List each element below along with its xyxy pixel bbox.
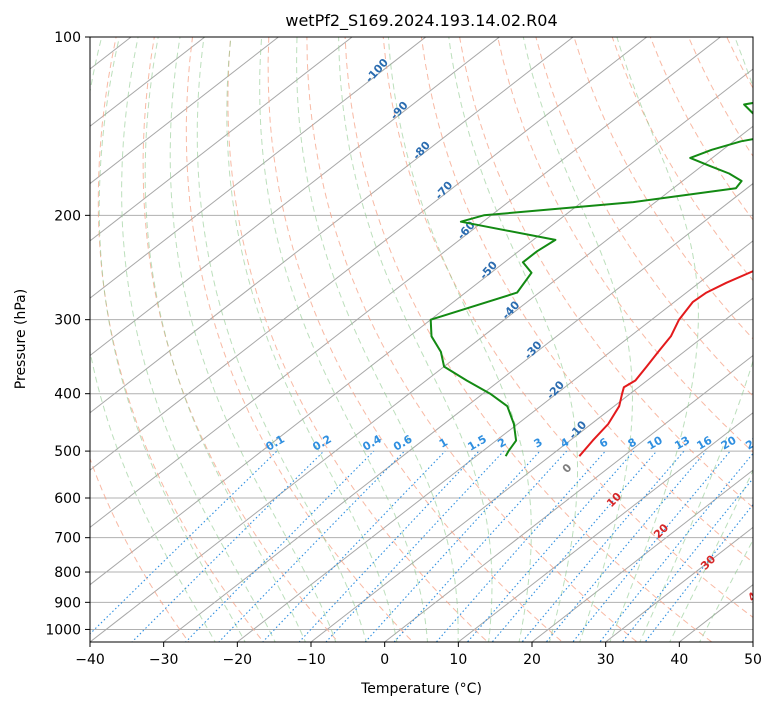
moist-adiabat-line xyxy=(196,37,367,642)
dry-adiabat-line xyxy=(227,37,489,642)
dry-adiabat-line xyxy=(267,37,564,642)
moist-adiabat-line xyxy=(609,37,699,642)
mixing-ratio-line xyxy=(393,450,568,642)
y-tick-label: 1000 xyxy=(45,622,81,638)
y-axis-ticks: 100 200 300 400 500 600 700 800 900 1000 xyxy=(45,30,90,638)
isotherm-line xyxy=(90,125,753,642)
dry-adiabat-line xyxy=(306,37,638,642)
mixing-ratio-label: 25 xyxy=(743,434,763,453)
isotherm-line xyxy=(162,182,753,642)
mixing-ratio-line xyxy=(90,450,278,635)
x-tick-label: 10 xyxy=(449,652,467,668)
mixing-ratio-line xyxy=(466,450,635,642)
isotherm-line xyxy=(90,37,280,185)
x-tick-label: −10 xyxy=(296,652,326,668)
moist-adiabat-line xyxy=(259,37,429,642)
x-tick-label: 0 xyxy=(380,652,389,668)
y-tick-label: 200 xyxy=(54,208,81,224)
y-tick-label: 300 xyxy=(54,313,81,329)
dry-adiabat-line xyxy=(497,37,753,453)
moist-adiabat-line xyxy=(121,37,276,642)
y-tick-label: 100 xyxy=(54,30,81,46)
grid-layer xyxy=(90,37,753,630)
isotherm-line xyxy=(90,37,501,357)
moist-adiabat-line xyxy=(144,37,306,642)
x-axis-label: Temperature (°C) xyxy=(360,681,482,697)
isotherm-line xyxy=(90,37,427,299)
isotherm-line xyxy=(457,412,753,642)
skewed-reference-lines xyxy=(90,37,753,642)
plot-frame xyxy=(89,36,754,643)
y-tick-label: 600 xyxy=(54,491,81,507)
y-tick-label: 500 xyxy=(54,444,81,460)
isotherm-line xyxy=(90,37,574,414)
moist-adiabat-line xyxy=(448,37,578,642)
isotherm-line xyxy=(90,37,353,242)
y-tick-label: 400 xyxy=(54,387,81,403)
mixing-ratio-line xyxy=(599,452,753,642)
x-axis-ticks: −40 −30 −20 −10 0 10 20 30 40 50 xyxy=(75,642,762,668)
moist-adiabat-line xyxy=(98,37,246,642)
x-tick-label: 50 xyxy=(744,652,762,668)
isotherm-line xyxy=(236,240,753,642)
mixing-ratio-line xyxy=(491,450,658,642)
mixing-ratio-line xyxy=(298,450,480,642)
dry-adiabat-line xyxy=(185,37,414,642)
y-tick-label: 900 xyxy=(54,595,81,611)
isotherm-line xyxy=(90,68,753,586)
x-tick-label: −30 xyxy=(149,652,179,668)
moist-adiabat-line xyxy=(639,37,753,642)
isotherm-line xyxy=(90,37,648,471)
profile-lines xyxy=(429,101,753,457)
moist-adiabat-line xyxy=(669,469,753,642)
mixing-ratio-line xyxy=(325,450,505,642)
moist-adiabat-line xyxy=(522,37,634,642)
mixing-ratio-line xyxy=(131,450,325,642)
x-tick-label: −20 xyxy=(223,652,253,668)
y-axis-label: Pressure (hPa) xyxy=(13,289,29,389)
x-tick-label: 40 xyxy=(670,652,688,668)
dry-adiabat-line xyxy=(535,37,753,397)
moist-adiabat-line xyxy=(387,37,532,642)
moist-adiabat-label: 40 xyxy=(745,584,765,604)
chart-title: wetPf2_S169.2024.193.14.02.R04 xyxy=(285,11,557,31)
moist-adiabat-line xyxy=(296,37,459,642)
moist-adiabat-line xyxy=(226,37,398,642)
isotherm-line xyxy=(90,37,722,529)
dry-adiabat-line xyxy=(573,37,753,340)
y-tick-label: 700 xyxy=(54,531,81,547)
temperature-profile-line xyxy=(578,270,753,457)
x-tick-label: −40 xyxy=(75,652,105,668)
isotherm-line xyxy=(531,469,753,642)
moist-adiabat-line xyxy=(169,37,337,642)
x-tick-label: 30 xyxy=(597,652,615,668)
mixing-ratio-line xyxy=(435,450,606,642)
moist-adiabat-line xyxy=(338,37,493,642)
isotherm-line xyxy=(604,526,753,642)
x-tick-label: 20 xyxy=(523,652,541,668)
dry-adiabat-line xyxy=(90,457,190,642)
dry-adiabat-line xyxy=(420,37,753,564)
mixing-ratio-line xyxy=(261,450,446,642)
isotherm-line xyxy=(310,297,753,642)
isotherm-line xyxy=(90,37,206,127)
dry-adiabat-line xyxy=(382,37,753,618)
dewpoint-profile-line xyxy=(429,101,753,457)
mixing-ratio-line xyxy=(364,450,541,642)
mixing-ratio-line xyxy=(621,477,753,642)
isotherm-line xyxy=(383,354,753,642)
mixing-ratio-line xyxy=(218,450,405,642)
y-tick-label: 800 xyxy=(54,565,81,581)
dry-adiabat-line xyxy=(459,37,753,509)
